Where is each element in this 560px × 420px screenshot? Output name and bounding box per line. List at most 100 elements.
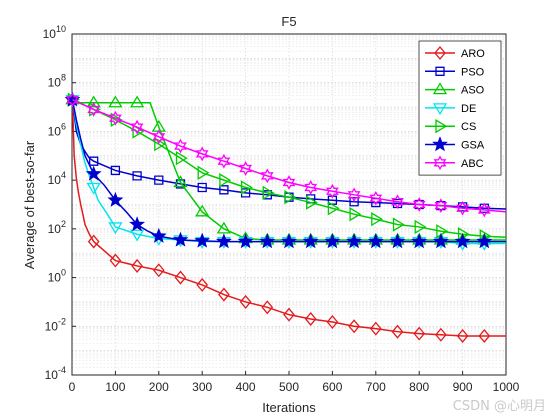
data-point-cs [327, 201, 340, 216]
data-point-aro [283, 307, 295, 322]
x-tick-label: 900 [453, 380, 473, 394]
data-point-gsa [324, 233, 341, 249]
x-tick-label: 400 [236, 380, 256, 394]
x-axis: 0 100 200 300 400 500 600 700 800 900 1000 [69, 371, 520, 394]
y-tick-exponent: 6 [61, 121, 66, 131]
data-point-gsa [433, 233, 449, 249]
legend-marker-aso [432, 82, 448, 95]
data-point-abc [456, 200, 469, 216]
data-point-cs [349, 207, 362, 222]
data-point-cs [371, 212, 384, 227]
y-tick-base: 10 [48, 222, 62, 236]
data-point-aro [131, 258, 143, 273]
series-line-aro [71, 99, 506, 337]
legend-item-aro: ARO [425, 45, 485, 61]
data-point-abc [87, 102, 101, 117]
data-point-pso [154, 175, 164, 185]
data-point-pso [110, 165, 121, 176]
data-point-gsa [259, 233, 276, 249]
x-axis-label: Iterations [262, 400, 316, 415]
legend-marker-de [432, 103, 448, 116]
data-point-aro [478, 328, 491, 343]
y-tick-label: 104 [48, 170, 66, 187]
data-point-abc [260, 168, 274, 184]
data-point-abc [282, 175, 296, 190]
data-point-abc [412, 197, 426, 212]
x-tick-label: 200 [149, 380, 169, 394]
x-tick-label: 1000 [493, 380, 520, 394]
data-point-cs [284, 190, 297, 205]
y-tick-exponent: 8 [61, 73, 66, 83]
x-tick-label: 300 [192, 380, 212, 394]
data-point-pso [132, 171, 142, 181]
data-point-pso [89, 156, 99, 166]
legend-label-gsa: GSA [461, 140, 485, 152]
data-point-gsa [281, 233, 297, 249]
data-point-aso [195, 204, 210, 217]
data-point-gsa [150, 227, 167, 243]
y-tick-label: 106 [48, 121, 66, 138]
data-point-abc [66, 92, 79, 108]
data-point-abc [434, 198, 448, 213]
data-point-aro [174, 270, 187, 285]
data-point-aro [391, 324, 404, 339]
data-point-gsa [85, 165, 102, 181]
data-point-gsa [367, 233, 384, 249]
y-tick-label: 10-2 [45, 316, 66, 333]
y-tick-label: 100 [48, 268, 66, 285]
data-point-gsa [346, 233, 362, 249]
legend-label-abc: ABC [461, 158, 484, 170]
y-tick-base: 10 [45, 319, 59, 333]
series-abc [66, 92, 507, 218]
data-point-aro [304, 311, 317, 326]
legend-item-pso: PSO [425, 66, 485, 78]
x-tick-label: 500 [279, 380, 299, 394]
data-point-aso [86, 95, 101, 108]
data-point-abc [130, 119, 144, 135]
data-point-gsa [237, 233, 254, 249]
series-line-cs [72, 99, 507, 239]
data-point-aro [456, 328, 469, 343]
legend-item-cs: CS [425, 119, 476, 134]
data-point-gsa [194, 232, 211, 248]
data-point-gsa [172, 231, 189, 247]
data-point-gsa [107, 191, 124, 207]
y-tick-base: 10 [45, 368, 59, 382]
data-point-abc [304, 180, 318, 195]
x-tick-label: 600 [322, 380, 342, 394]
data-point-aro [326, 314, 339, 330]
data-point-gsa [389, 233, 406, 249]
series-aro [66, 92, 506, 343]
legend-marker-pso [435, 66, 445, 76]
data-point-cs [240, 180, 253, 195]
legend-marker-aro [434, 45, 446, 61]
data-point-aso [129, 95, 145, 108]
legend-item-abc: ABC [425, 155, 484, 171]
data-point-aso [173, 175, 188, 188]
data-point-aro [261, 300, 274, 315]
data-point-abc [174, 138, 187, 154]
y-tick-exponent: 2 [61, 219, 66, 229]
legend-label-aro: ARO [461, 48, 485, 60]
data-point-abc [369, 190, 383, 206]
data-point-cs [262, 185, 275, 201]
x-tick-label: 0 [69, 380, 76, 394]
x-tick-label: 100 [105, 380, 125, 394]
data-point-de [108, 222, 123, 235]
data-point-abc [347, 187, 361, 203]
y-tick-base: 10 [48, 124, 62, 138]
data-point-de [129, 229, 145, 242]
watermark: CSDN @心明月 [452, 399, 546, 414]
legend: ARO PSO ASO DE CS GSA ABC [418, 40, 502, 176]
y-tick-exponent: -4 [58, 365, 66, 375]
data-point-gsa [454, 233, 471, 249]
legend-label-de: DE [461, 103, 476, 115]
y-tick-label: 1010 [43, 24, 66, 41]
y-tick-label: 108 [48, 73, 66, 90]
y-tick-label: 102 [48, 219, 66, 236]
data-point-aro [348, 319, 360, 334]
data-point-aro [152, 263, 165, 278]
data-point-aro [413, 326, 426, 341]
series-gsa [64, 91, 506, 249]
